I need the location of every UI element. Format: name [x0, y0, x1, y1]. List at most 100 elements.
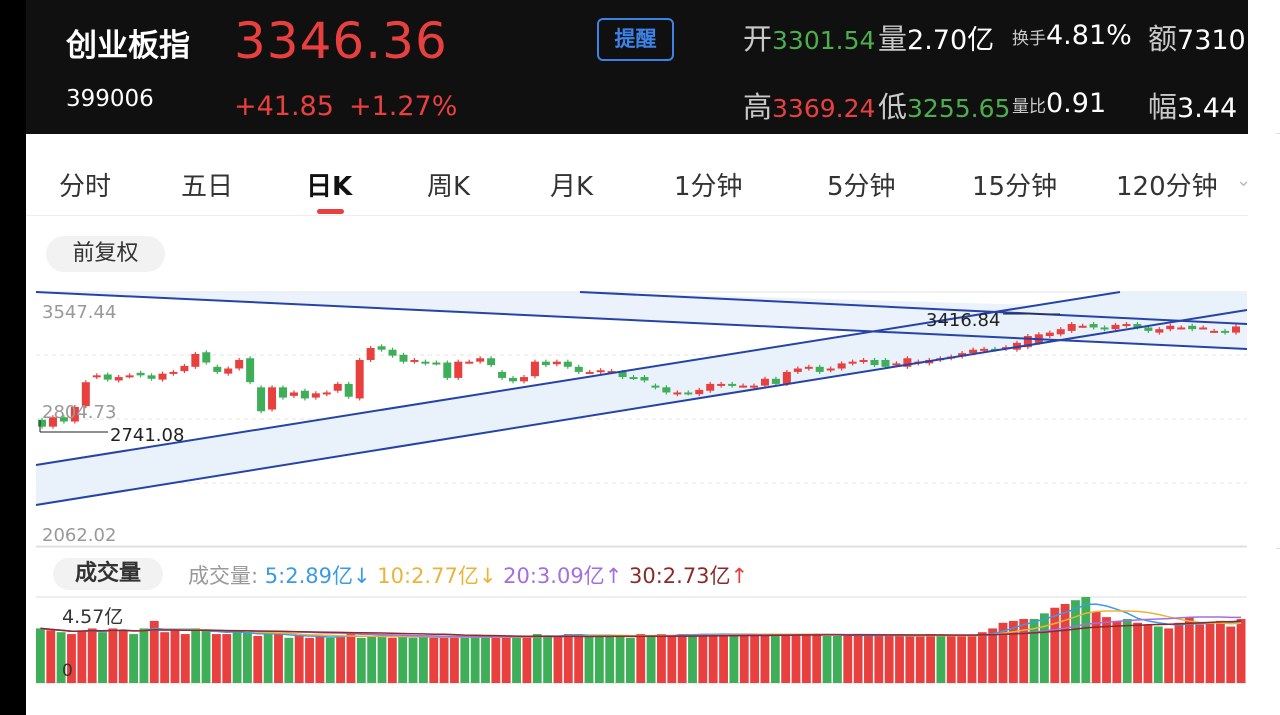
left-edge-bar [0, 0, 26, 715]
candle-body [125, 375, 134, 378]
volume-bar [584, 635, 594, 683]
volume-bar [232, 632, 242, 683]
tab-5min[interactable]: 5分钟 [827, 172, 896, 202]
candle-body [246, 358, 255, 383]
volume-bar [1102, 617, 1111, 683]
volume-bar [243, 632, 252, 683]
candle-body [1188, 325, 1197, 330]
candle-body [958, 353, 967, 357]
volume-bar [325, 637, 335, 683]
tab-five-day[interactable]: 五日 [181, 172, 234, 202]
candle-body [552, 361, 561, 365]
adjust-mode-button[interactable]: 前复权 [46, 236, 165, 272]
volume-bar [988, 628, 998, 683]
stat-amp-label: 幅 [1148, 90, 1178, 124]
candle-body [1111, 324, 1120, 330]
candle-body [311, 393, 320, 398]
volume-bar [67, 634, 76, 683]
candle-body [1056, 329, 1065, 335]
candle-body [476, 358, 485, 362]
volume-label[interactable]: 成交量 [53, 558, 163, 590]
volume-bar [356, 637, 366, 683]
candle-body [399, 354, 408, 362]
candle-body [1122, 324, 1131, 327]
candle-body [782, 371, 791, 384]
volume-bar [336, 635, 346, 683]
candle-body [585, 371, 594, 374]
volume-bar [1133, 622, 1142, 683]
candle-body [366, 347, 375, 360]
trendline-upper-falling [35, 291, 1248, 350]
candle-body [180, 365, 189, 372]
volume-bar [160, 632, 170, 683]
volume-bar [864, 635, 873, 683]
candle-body [147, 375, 156, 379]
volume-bar [56, 632, 66, 683]
candle-body [333, 383, 342, 391]
volume-bar [853, 634, 863, 683]
candle-body [804, 366, 813, 369]
volume-bar [636, 634, 646, 683]
volume-bar [470, 635, 480, 683]
volume-bar [387, 637, 397, 683]
volume-bar [274, 634, 283, 683]
volume-bar [926, 634, 935, 683]
candle-body [574, 366, 583, 372]
tab-monthly-k[interactable]: 月K [550, 172, 594, 202]
volume-bar [429, 637, 439, 683]
volume-bar [770, 634, 780, 683]
y-tick-label: 3547.44 [42, 302, 116, 323]
candle-body [728, 383, 737, 386]
candle-body [202, 352, 211, 363]
candle-body [213, 366, 222, 372]
alert-button[interactable]: 提醒 [597, 18, 674, 61]
volume-bar [843, 635, 853, 683]
volume-bar [439, 637, 449, 683]
volume-bar [46, 630, 56, 683]
chevron-down-icon[interactable]: ⌄ [1236, 170, 1252, 191]
candle-body [355, 359, 364, 399]
candle-body [859, 359, 868, 362]
tab-15min[interactable]: 15分钟 [972, 172, 1058, 202]
price-change-percent: +1.27% [349, 91, 458, 122]
volume-bar [450, 635, 459, 683]
index-name: 创业板指 [66, 28, 190, 64]
volume-legend: 成交量: 5:2.89亿↓ 10:2.77亿↓ 20:3.09亿↑ 30:2.7… [188, 560, 748, 590]
tab-intraday[interactable]: 分时 [59, 172, 112, 202]
candle-body [793, 368, 802, 372]
stat-high-label: 高 [743, 90, 773, 124]
tab-weekly-k[interactable]: 周K [427, 172, 471, 202]
legend-prefix: 成交量: [188, 564, 259, 588]
candle-body [136, 372, 145, 376]
volume-bar [615, 635, 625, 683]
volume-bar [1008, 620, 1018, 683]
candle-body [1221, 330, 1230, 333]
candle-body [530, 361, 539, 377]
candle-body [1210, 330, 1219, 333]
candle-body [826, 368, 835, 371]
volume-bar [791, 634, 801, 683]
stat-volume-label: 量 [878, 22, 908, 56]
volume-bar [377, 635, 387, 683]
tab-120min[interactable]: 120分钟 [1116, 172, 1218, 202]
candle-body [235, 359, 244, 369]
volume-bar [646, 635, 656, 683]
tab-daily-k[interactable]: 日K [306, 172, 353, 202]
tab-1min[interactable]: 1分钟 [674, 172, 743, 202]
candle-body [38, 419, 46, 427]
candle-body [1199, 327, 1208, 330]
stat-volume: 量2.70亿 [878, 16, 994, 58]
candle-body [158, 373, 167, 380]
candle-body [1023, 336, 1032, 348]
volume-bar [129, 634, 139, 683]
legend-ma20: 20:3.09亿 [503, 564, 605, 588]
candle-body [519, 377, 528, 382]
stat-high: 高3369.24 [743, 84, 875, 126]
candle-body [81, 382, 90, 407]
volume-bar [201, 630, 211, 683]
volume-bar [708, 634, 718, 683]
volume-bar [118, 630, 128, 683]
volume-bar [1164, 628, 1174, 683]
candle-body [651, 385, 660, 388]
